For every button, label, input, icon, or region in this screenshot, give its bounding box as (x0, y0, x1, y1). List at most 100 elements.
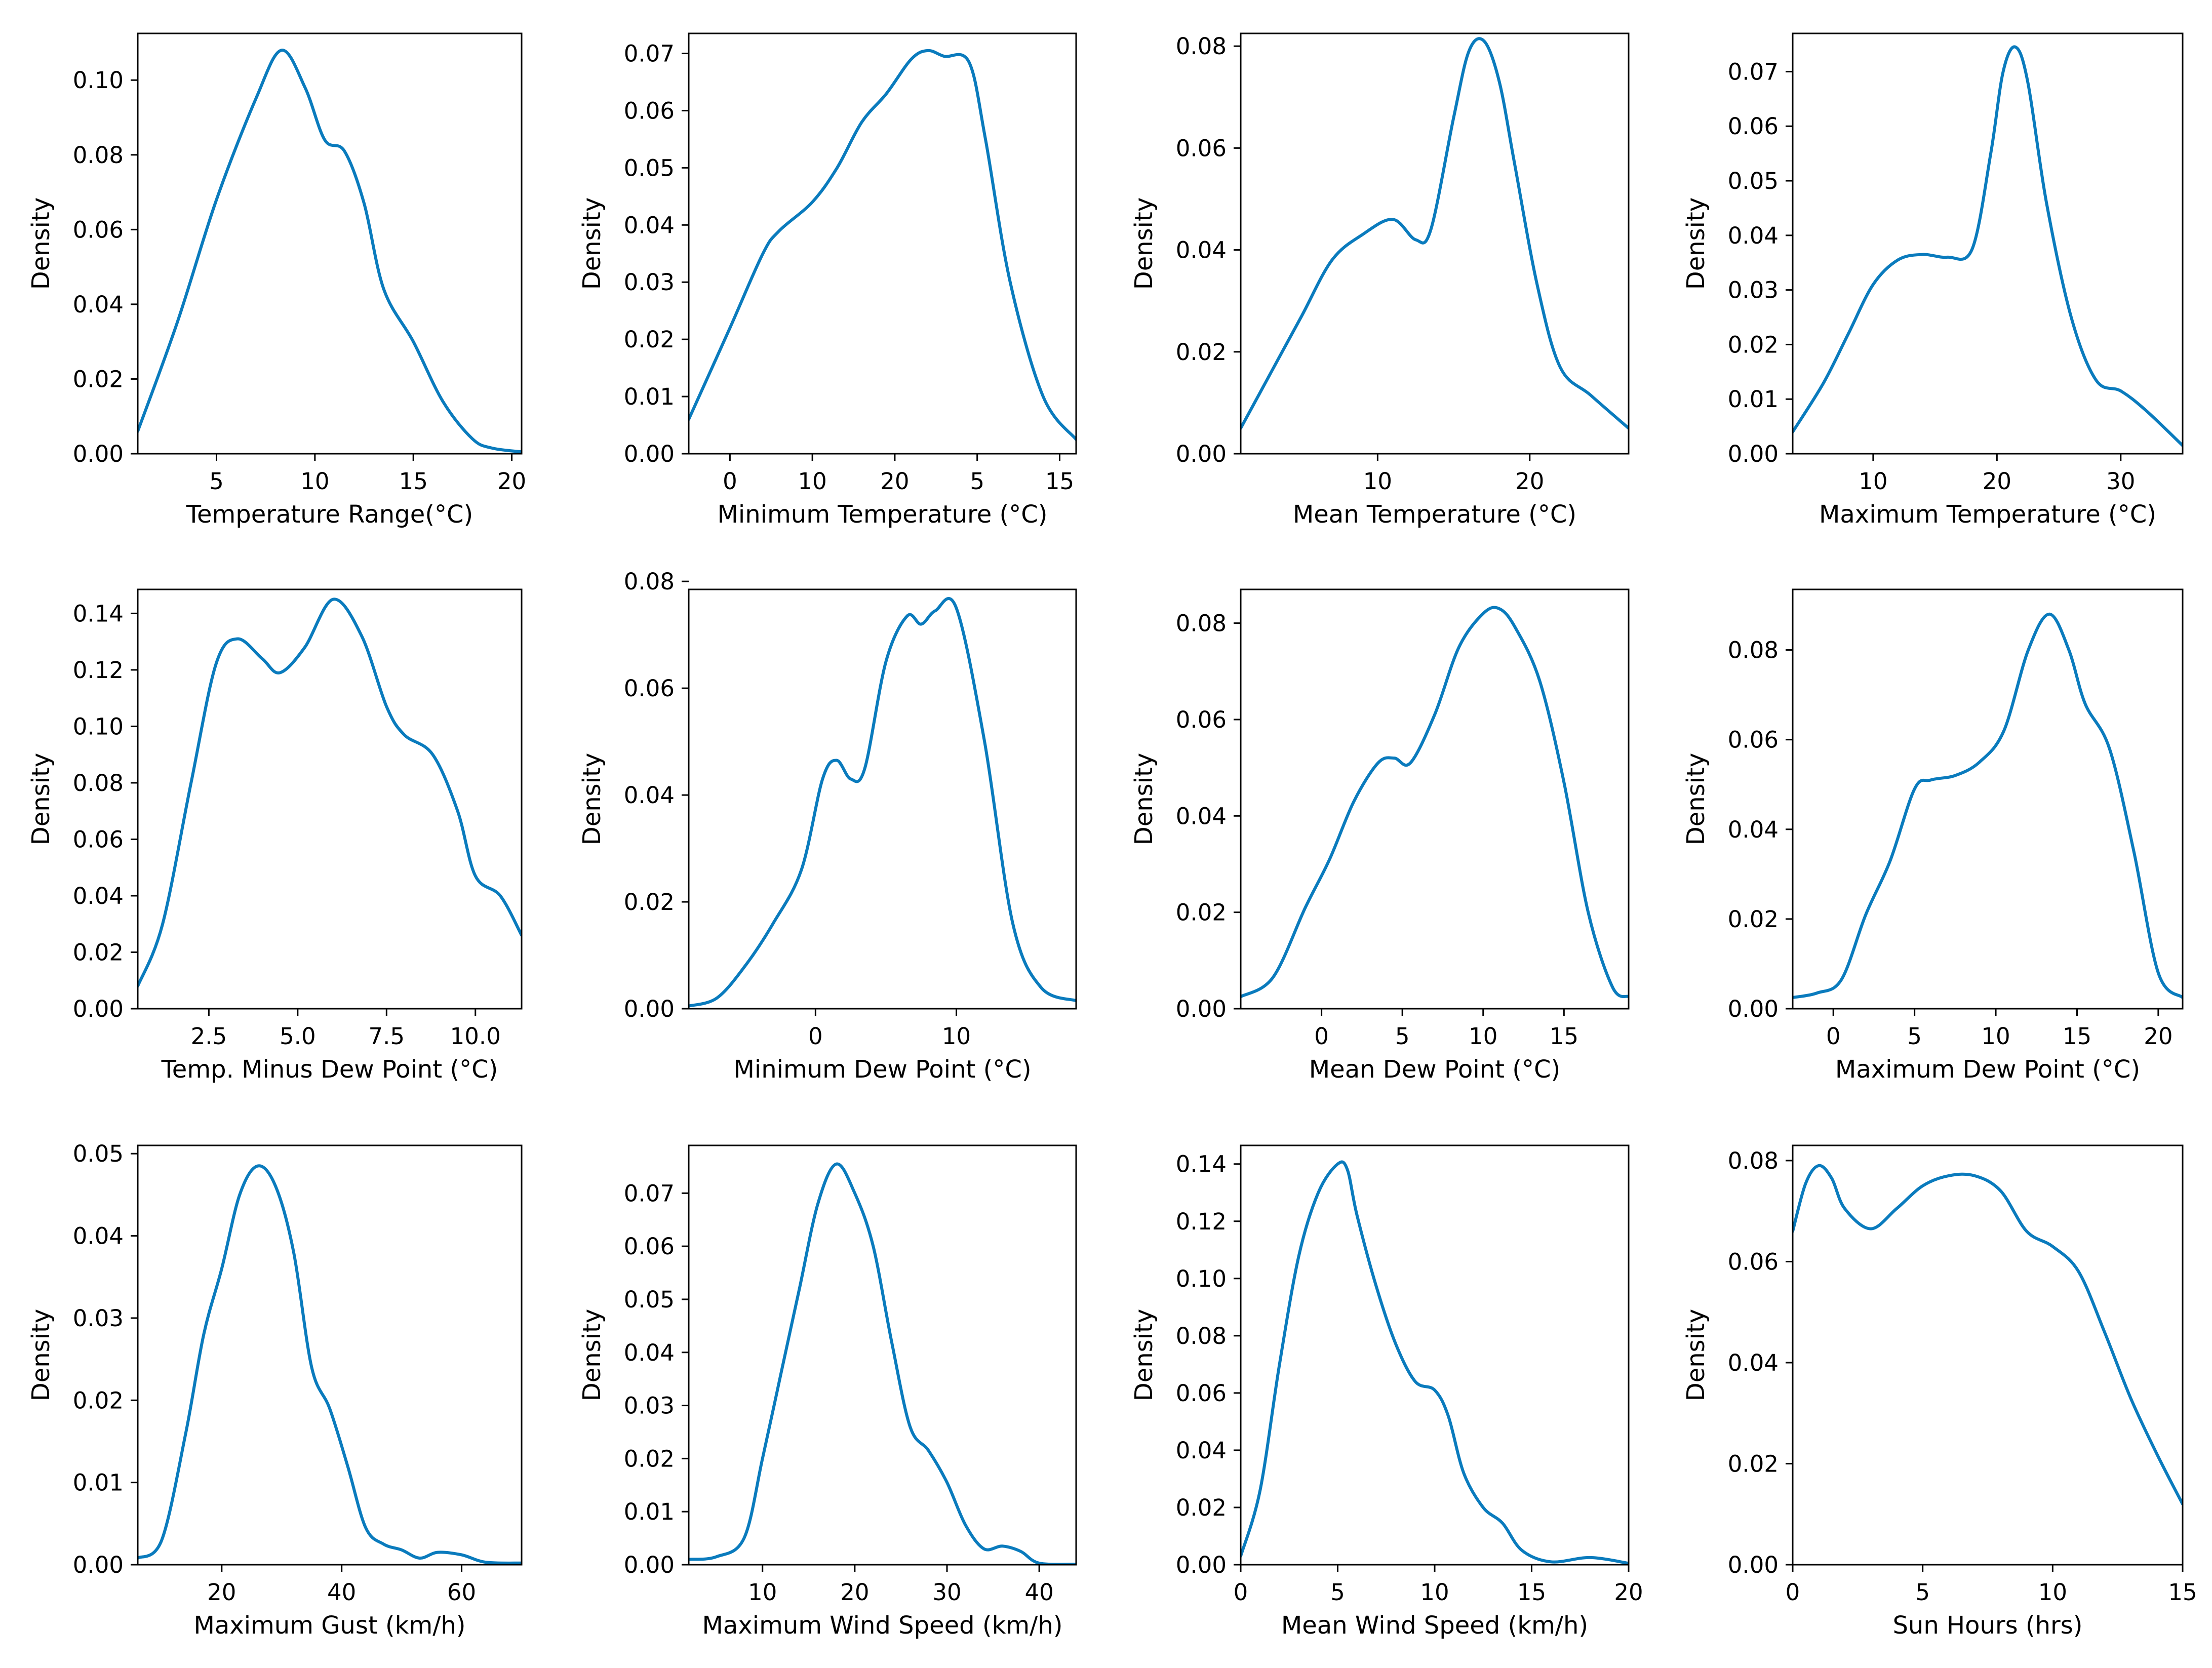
x-tick-label: 20 (1614, 1579, 1643, 1606)
x-tick-label: 20 (2144, 1023, 2172, 1050)
y-tick-label: 0.02 (1176, 1494, 1227, 1521)
axes-frame (137, 1144, 523, 1566)
x-axis-label: Maximum Dew Point (°C) (1835, 1055, 2140, 1084)
y-tick-label: 0.10 (1176, 1265, 1227, 1292)
y-tick-label: 0.05 (624, 154, 675, 181)
y-tick-label: 0.02 (73, 939, 124, 966)
axes-frame (137, 32, 523, 455)
x-tick-label: 15 (2063, 1023, 2091, 1050)
y-tick-label: 0.02 (1176, 899, 1227, 926)
y-tick-label: 0.04 (1728, 1349, 1779, 1376)
x-tick-label: 7.5 (369, 1023, 405, 1050)
y-tick-label: 0.02 (1176, 339, 1227, 366)
density-panel-3: 10 20 0.00 0.02 0.04 0.06 0.08 Mean Temperature… (1130, 32, 1630, 529)
y-tick-label: 0.01 (624, 383, 675, 410)
y-tick-label: 0.02 (1728, 331, 1779, 358)
y-tick-label: 0.00 (624, 996, 675, 1022)
y-tick-label: 0.00 (1176, 996, 1227, 1022)
y-tick-label: 0.03 (624, 269, 675, 296)
y-tick-label: 0.03 (624, 1393, 675, 1419)
y-tick-label: 0.04 (624, 1339, 675, 1366)
density-panel-9: 20 40 60 0.00 0.01 0.02 0.03 0.04 0.05 Maximum Gu… (27, 1140, 523, 1640)
y-tick-label: 0.06 (1728, 727, 1779, 753)
y-tick-label: 0.00 (73, 996, 124, 1022)
axes-frame (688, 32, 1077, 455)
y-tick-label: 0.06 (1176, 1380, 1227, 1407)
y-tick-label: 0.05 (1728, 168, 1779, 194)
y-tick-label: 0.04 (1728, 222, 1779, 249)
y-tick-label: 0.08 (1728, 637, 1779, 664)
x-axis-label: Maximum Gust (km/h) (193, 1611, 465, 1640)
y-axis-label: Density (1682, 197, 1710, 290)
x-tick-label: 5 (970, 468, 984, 495)
axes-frame (1240, 1144, 1630, 1566)
y-tick-label: 0.08 (73, 770, 124, 797)
x-tick-label: 20 (207, 1579, 236, 1606)
y-tick-label: 0.06 (73, 216, 124, 243)
x-tick-label: 10 (300, 468, 329, 495)
y-tick-label: 0.00 (624, 1552, 675, 1578)
y-tick-label: 0.00 (624, 441, 675, 467)
axes-frame (1792, 1144, 2184, 1566)
density-curve (1793, 1164, 2183, 1506)
y-tick-label: 0.06 (624, 1233, 675, 1260)
x-axis-label: Temp. Minus Dew Point (°C) (161, 1055, 498, 1084)
density-panel-1: 5 10 15 20 0.00 0.02 0.04 0.06 0.08 0.10 Temperatu… (27, 32, 526, 529)
y-tick-label: 0.06 (1176, 135, 1227, 162)
x-axis-label: Maximum Temperature (°C) (1819, 500, 2156, 529)
x-tick-label: 15 (1550, 1023, 1578, 1050)
y-tick-label: 0.00 (1176, 441, 1227, 467)
x-tick-label: 20 (840, 1579, 869, 1606)
y-tick-label: 0.02 (624, 889, 675, 916)
y-tick-label: 0.06 (624, 675, 675, 702)
density-panel-12: 0 5 10 15 0.00 0.02 0.04 0.06 0.08 Sun Hours (hrs… (1682, 1144, 2197, 1640)
y-tick-label: 0.01 (73, 1470, 124, 1496)
x-tick-label: 15 (2168, 1579, 2197, 1606)
y-tick-label: 0.08 (1176, 610, 1227, 637)
y-axis-label: Density (578, 197, 606, 290)
y-tick-label: 0.02 (1728, 1450, 1779, 1477)
x-tick-label: 15 (399, 468, 428, 495)
y-tick-label: 0.06 (624, 97, 675, 124)
density-panel-2: 0 10 20 5 15 0.00 0.01 0.02 0.03 0.04 0.05 0.06 0.07… (578, 32, 1077, 529)
x-tick-label: 5 (209, 468, 224, 495)
y-axis-label: Density (1682, 1309, 1710, 1401)
x-axis-label: Mean Temperature (°C) (1293, 500, 1576, 529)
density-curve (1241, 606, 1629, 999)
x-tick-label: 10.0 (450, 1023, 501, 1050)
y-tick-label: 0.08 (624, 568, 675, 595)
y-tick-label: 0.00 (73, 1552, 124, 1578)
x-tick-label: 5 (1330, 1579, 1345, 1606)
x-tick-label: 0 (1234, 1579, 1248, 1606)
y-tick-label: 0.04 (1176, 1437, 1227, 1464)
y-tick-label: 0.02 (73, 1387, 124, 1414)
density-panel-11: 0 5 10 15 20 0.00 0.02 0.04 0.06 0.08 0.10 0.12 0.14… (1130, 1144, 1643, 1640)
density-curve (1241, 1160, 1629, 1565)
density-curve (138, 598, 522, 988)
x-tick-label: 10 (1363, 468, 1392, 495)
x-axis-label: Sun Hours (hrs) (1892, 1611, 2082, 1640)
y-axis-label: Density (1130, 197, 1158, 290)
y-tick-label: 0.08 (1176, 1323, 1227, 1349)
x-axis-label: Minimum Dew Point (°C) (733, 1055, 1031, 1084)
x-tick-label: 10 (942, 1023, 971, 1050)
y-tick-label: 0.12 (73, 657, 124, 684)
density-panel-5: 2.5 5.0 7.5 10.0 0.00 0.02 0.04 0.06 0.08 0.10 0.1… (27, 588, 523, 1084)
x-tick-label: 5 (1395, 1023, 1410, 1050)
y-tick-label: 0.06 (73, 826, 124, 853)
y-tick-label: 0.04 (1176, 803, 1227, 829)
x-tick-label: 0 (1786, 1579, 1800, 1606)
density-curve (1793, 45, 2183, 447)
y-tick-label: 0.07 (624, 1180, 675, 1207)
density-panel-8: 0 5 10 15 20 0.00 0.02 0.04 0.06 0.08 Maximum Dew … (1682, 588, 2184, 1084)
y-tick-label: 0.04 (73, 291, 124, 318)
y-tick-label: 0.04 (1176, 237, 1227, 264)
axes-frame (1792, 32, 2184, 455)
x-axis-label: Mean Dew Point (°C) (1309, 1055, 1560, 1084)
axes-frame (688, 1144, 1077, 1566)
y-tick-label: 0.01 (624, 1498, 675, 1525)
y-tick-label: 0.08 (1176, 33, 1227, 60)
y-tick-label: 0.04 (1728, 816, 1779, 843)
y-axis-label: Density (578, 1309, 606, 1401)
